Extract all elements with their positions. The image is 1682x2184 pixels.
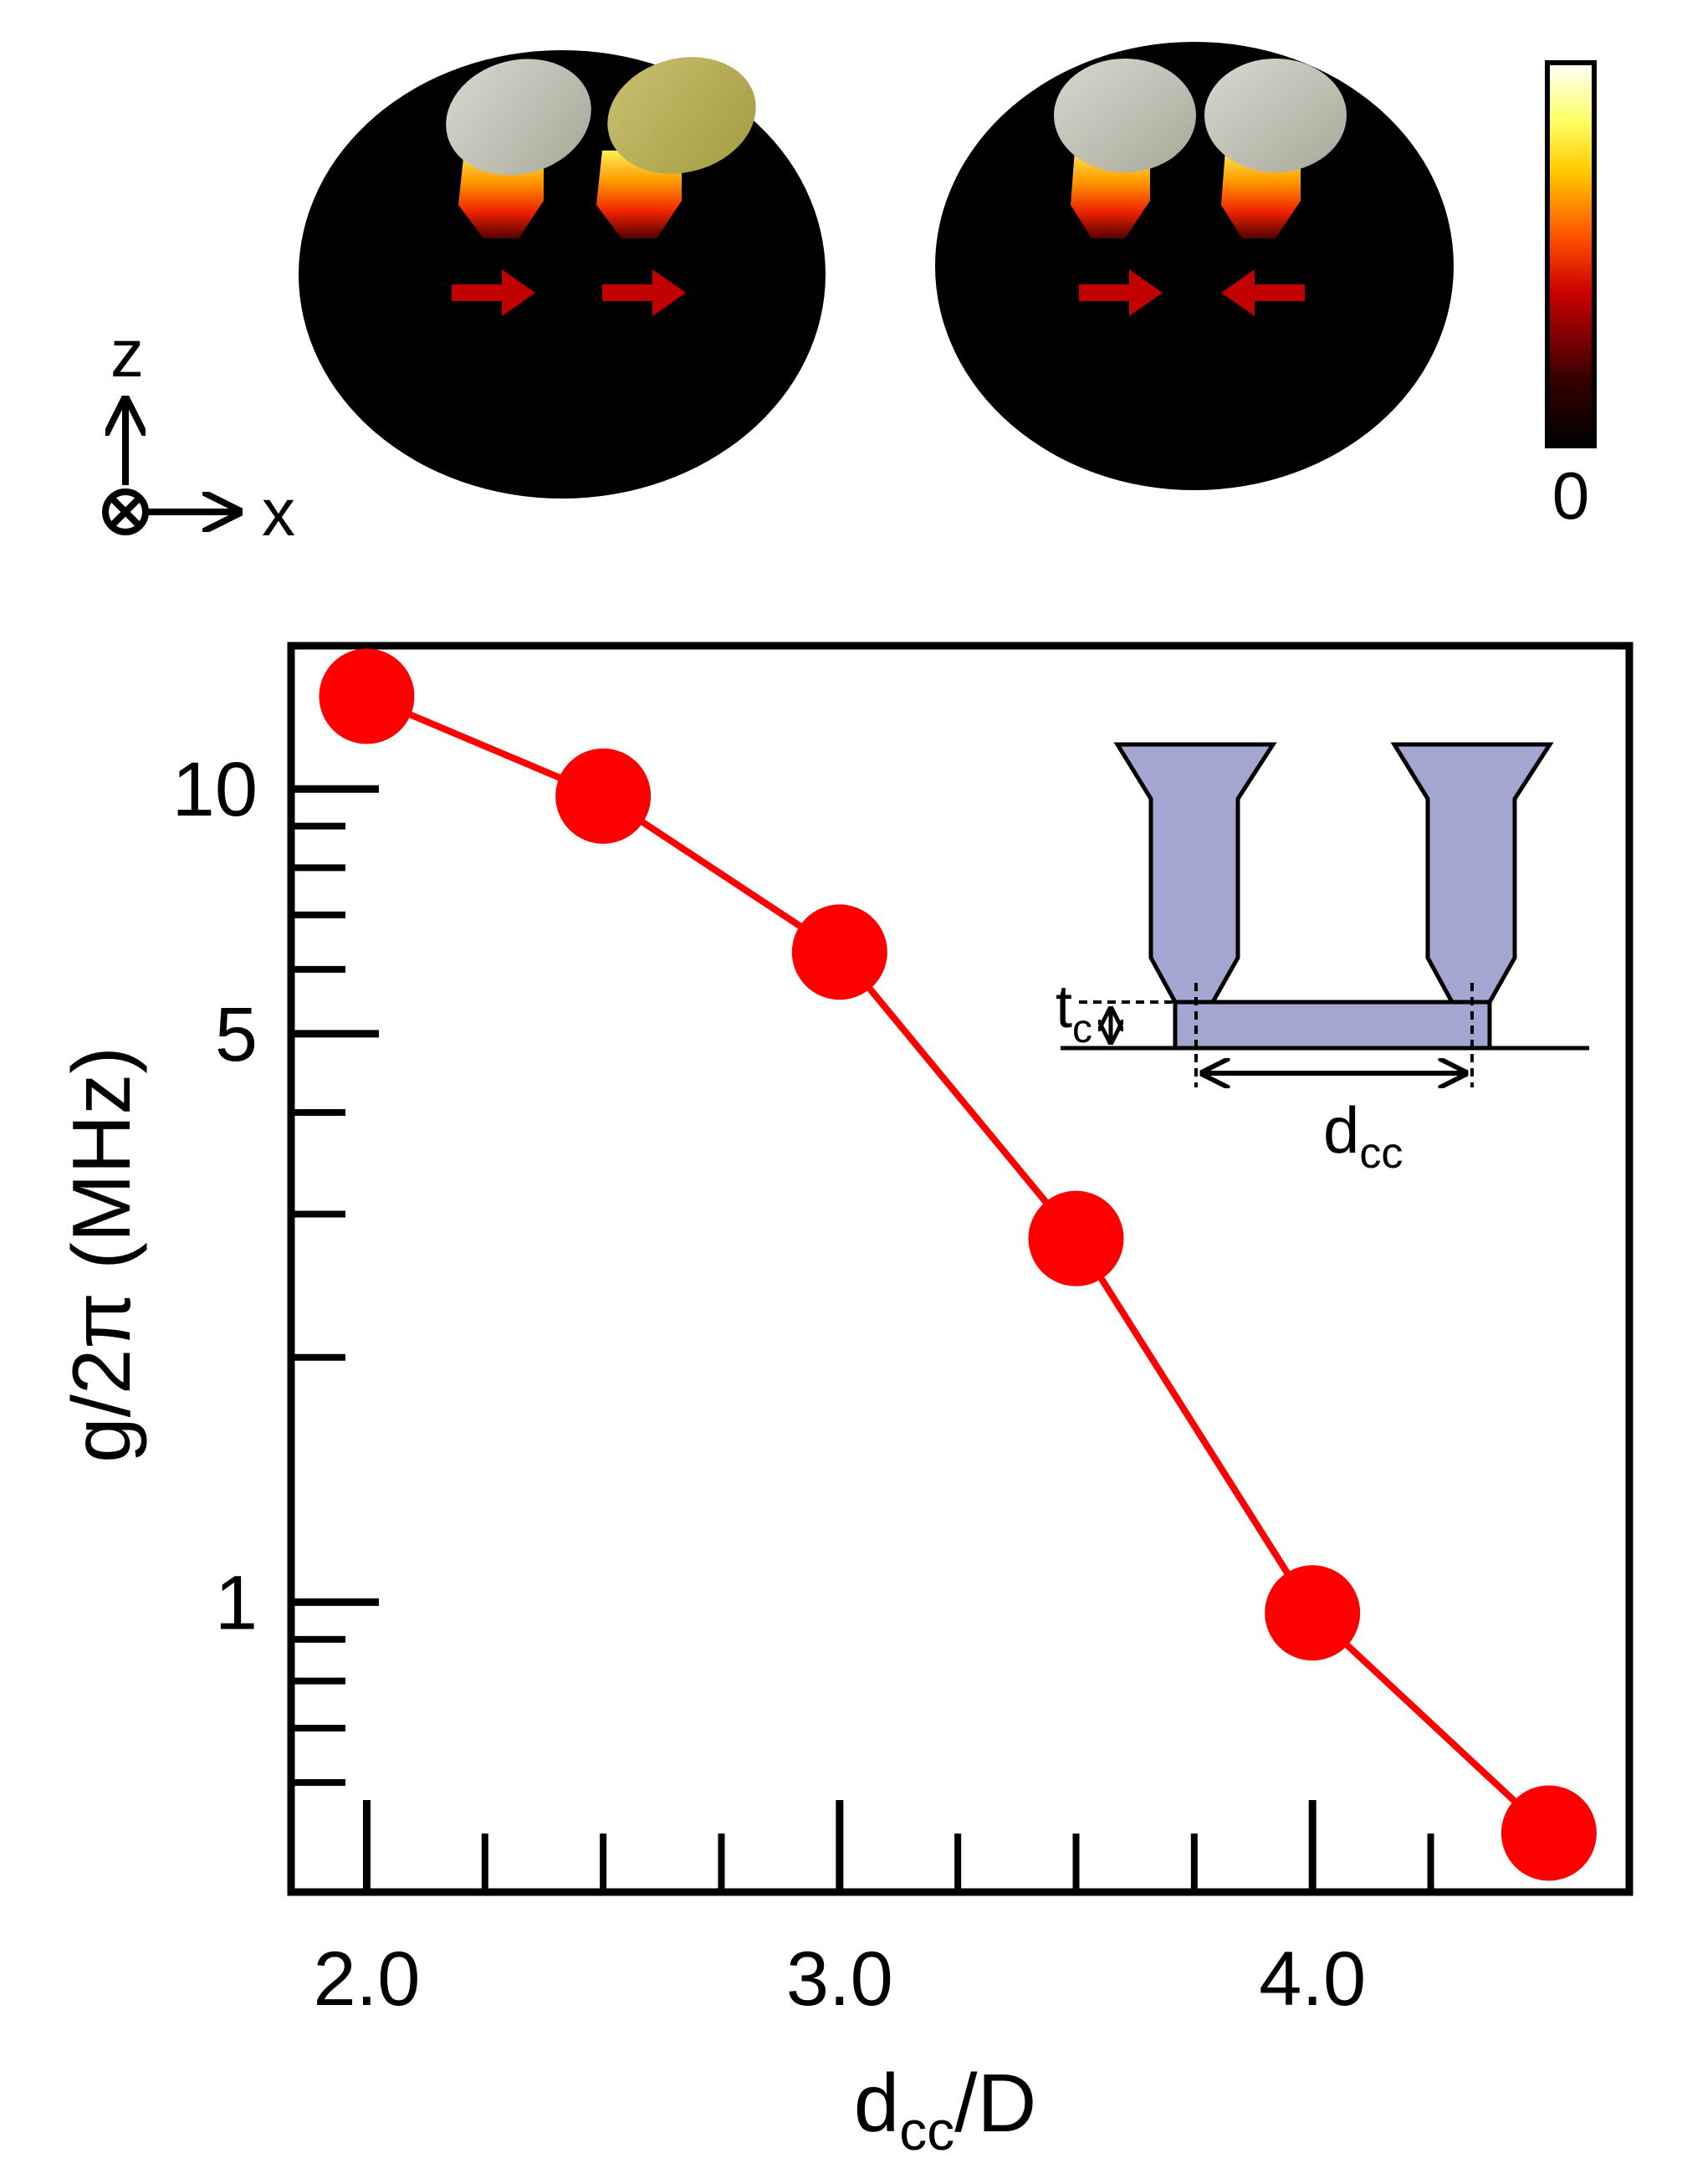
inset-pillar-right <box>1390 742 1554 1005</box>
data-point <box>1028 1190 1124 1286</box>
inset-dcc-label: dcc <box>1323 1093 1403 1178</box>
x-axis-title-sub: cc <box>899 2100 954 2161</box>
colorbar: 0 <box>1545 60 1597 533</box>
x-tick-label: 4.0 <box>1259 1936 1366 2022</box>
y-tick-label: 10 <box>172 747 258 832</box>
arrow-left-icon <box>1221 269 1305 316</box>
series-line <box>365 693 1552 1836</box>
pillar-left <box>1054 59 1196 238</box>
x-tick-labels: 2.0 3.0 4.0 <box>314 1936 1367 2022</box>
pillar-cap <box>1054 59 1196 172</box>
y-axis-title: g/2π (MHz) <box>55 1046 147 1463</box>
arrow-right-icon <box>452 269 535 316</box>
pillar-right <box>1204 59 1347 238</box>
data-point <box>555 748 652 844</box>
inset-tc-label: tc <box>1056 974 1092 1051</box>
data-point <box>1501 1785 1597 1881</box>
x-tick-label: 2.0 <box>314 1936 421 2022</box>
inset-tc-sub: c <box>1072 1007 1092 1051</box>
data-point <box>319 648 415 744</box>
x-axis-label: x <box>262 475 295 550</box>
y-tick-label: 5 <box>215 992 258 1077</box>
z-axis-label: z <box>110 316 144 391</box>
mode-panel-left <box>299 50 826 499</box>
pillar-cap <box>1204 59 1347 172</box>
mode-panel-right <box>935 42 1454 490</box>
y-into-page-cross <box>110 497 141 527</box>
y-ticks <box>291 785 379 1787</box>
x-axis-title-main: d <box>854 2057 900 2149</box>
inset-dcc-main: d <box>1323 1093 1359 1167</box>
inset-tc-main: t <box>1056 974 1072 1041</box>
pillar-cap <box>607 57 756 174</box>
pillar-cap <box>446 59 591 176</box>
inset-dcc-sub: cc <box>1359 1129 1403 1178</box>
colorbar-gradient <box>1545 60 1597 448</box>
y-tick-label: 1 <box>215 1560 258 1645</box>
x-axis-title-tail: /D <box>954 2057 1036 2149</box>
arrow-right-icon <box>602 269 686 316</box>
arrow-right-icon <box>1079 269 1163 316</box>
data-point <box>791 904 887 1000</box>
series-points <box>319 648 1597 1881</box>
axes-indicator: z x <box>102 316 295 550</box>
colorbar-min-label: 0 <box>1552 458 1590 533</box>
x-axis-title: dcc/D <box>854 2057 1037 2161</box>
x-ticks <box>362 1800 1434 1892</box>
inset-connector-bar <box>1173 1000 1492 1051</box>
inset-schematic: tc dcc <box>1056 742 1589 1178</box>
x-tick-label: 3.0 <box>786 1936 893 2022</box>
pillar-right <box>596 57 756 238</box>
pillar-left <box>446 59 591 238</box>
inset-pillar-left <box>1113 742 1277 1005</box>
data-point <box>1265 1565 1361 1661</box>
